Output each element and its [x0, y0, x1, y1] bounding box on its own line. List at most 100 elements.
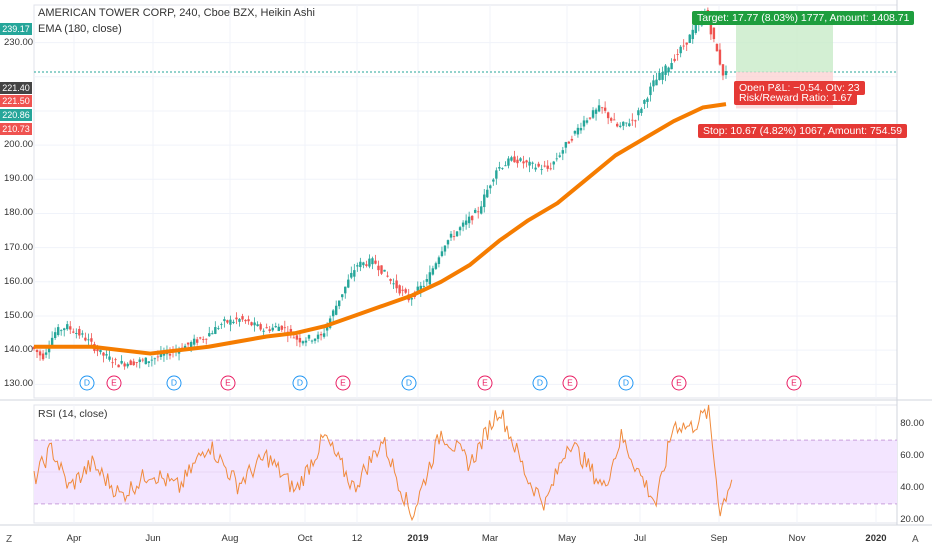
candle	[135, 362, 138, 368]
ema-path	[34, 102, 727, 356]
price-tag: 221.50	[0, 95, 32, 107]
candle	[123, 361, 126, 370]
time-axis-label: Jun	[145, 533, 161, 544]
rsi-axis-label: 80.00	[900, 418, 924, 430]
candle	[443, 245, 447, 256]
candle	[667, 66, 670, 76]
candle	[205, 338, 208, 345]
candle	[498, 161, 501, 171]
rsi-axis-label: 20.00	[900, 513, 924, 525]
candle	[691, 24, 694, 44]
candle	[87, 333, 90, 347]
candle	[434, 261, 438, 271]
candle	[480, 200, 483, 215]
candle	[238, 318, 241, 327]
candle	[561, 146, 565, 161]
zoom-reset-icon[interactable]: Z	[6, 534, 13, 545]
candle	[44, 348, 48, 359]
earnings-marker[interactable]: E	[562, 375, 578, 391]
candle	[241, 313, 244, 322]
earnings-marker[interactable]: E	[220, 375, 236, 391]
time-axis-label: Aug	[221, 533, 239, 544]
candle	[573, 130, 577, 136]
dividend-marker[interactable]: D	[618, 375, 634, 391]
candle	[600, 106, 604, 114]
candle	[310, 339, 314, 344]
candle	[603, 101, 607, 114]
candle	[570, 135, 574, 143]
candle	[549, 162, 552, 171]
candle	[398, 284, 401, 296]
candle	[280, 325, 283, 332]
time-axis-label: May	[558, 533, 576, 544]
candle	[531, 161, 534, 169]
candle	[295, 333, 299, 347]
candle	[715, 43, 719, 52]
risk-reward-label[interactable]: Risk/Reward Ratio: 1.67	[734, 91, 858, 105]
candle	[446, 239, 450, 249]
chart-title: AMERICAN TOWER CORP, 240, Cboe BZX, Heik…	[38, 7, 315, 19]
price-tag: 210.73	[0, 123, 32, 135]
candle	[244, 319, 247, 324]
earnings-marker[interactable]: E	[106, 375, 122, 391]
candles[interactable]	[32, 7, 728, 370]
candle	[582, 115, 586, 131]
candle	[510, 155, 513, 162]
stop-label[interactable]: Stop: 10.67 (4.82%) 1067, Amount: 754.59	[698, 124, 908, 138]
candle	[543, 160, 546, 168]
candle	[253, 317, 256, 332]
earnings-marker[interactable]: E	[477, 375, 493, 391]
candle	[670, 58, 673, 70]
price-tag: 221.40	[0, 82, 32, 94]
candle	[504, 161, 507, 167]
dividend-marker[interactable]: D	[166, 375, 182, 391]
dividend-marker[interactable]: D	[532, 375, 548, 391]
candle	[150, 356, 154, 367]
candle	[66, 320, 69, 331]
candle	[640, 107, 643, 116]
dividend-marker[interactable]: D	[79, 375, 95, 391]
candle	[356, 262, 359, 272]
candle	[612, 112, 616, 121]
target-label[interactable]: Target: 17.77 (8.03%) 1777, Amount: 1408…	[692, 11, 915, 25]
candle	[652, 74, 655, 92]
candle	[120, 355, 123, 365]
candle	[455, 230, 459, 237]
candle	[274, 322, 277, 328]
earnings-marker[interactable]: E	[335, 375, 351, 391]
candle	[359, 257, 362, 272]
candle	[643, 99, 646, 110]
time-axis-label: 2020	[865, 533, 887, 544]
dividend-marker[interactable]: D	[401, 375, 417, 391]
candle	[661, 66, 664, 85]
candle	[473, 208, 477, 214]
auto-scale-icon[interactable]: A	[912, 534, 919, 545]
candle	[537, 161, 540, 168]
candle	[428, 265, 432, 286]
candle	[461, 220, 465, 232]
candle	[138, 357, 141, 369]
price-axis-label: 160.00	[4, 275, 34, 287]
ema-line	[34, 102, 727, 356]
earnings-marker[interactable]: E	[786, 375, 802, 391]
candle	[141, 357, 144, 363]
candle	[724, 65, 728, 79]
price-axis-label: 180.00	[4, 207, 34, 219]
price-axis-label: 140.00	[4, 344, 34, 356]
dividend-marker[interactable]: D	[292, 375, 308, 391]
candle	[452, 229, 456, 241]
candle	[132, 358, 135, 366]
candle	[268, 326, 271, 334]
candle	[470, 215, 474, 225]
candle	[78, 325, 81, 339]
candle	[214, 321, 217, 335]
time-axis-label: 2019	[407, 533, 429, 544]
candle	[72, 328, 75, 334]
candle	[35, 349, 39, 359]
candle	[322, 327, 326, 339]
candle	[365, 260, 368, 268]
earnings-marker[interactable]: E	[671, 375, 687, 391]
candle	[486, 185, 489, 198]
candle	[579, 122, 583, 134]
